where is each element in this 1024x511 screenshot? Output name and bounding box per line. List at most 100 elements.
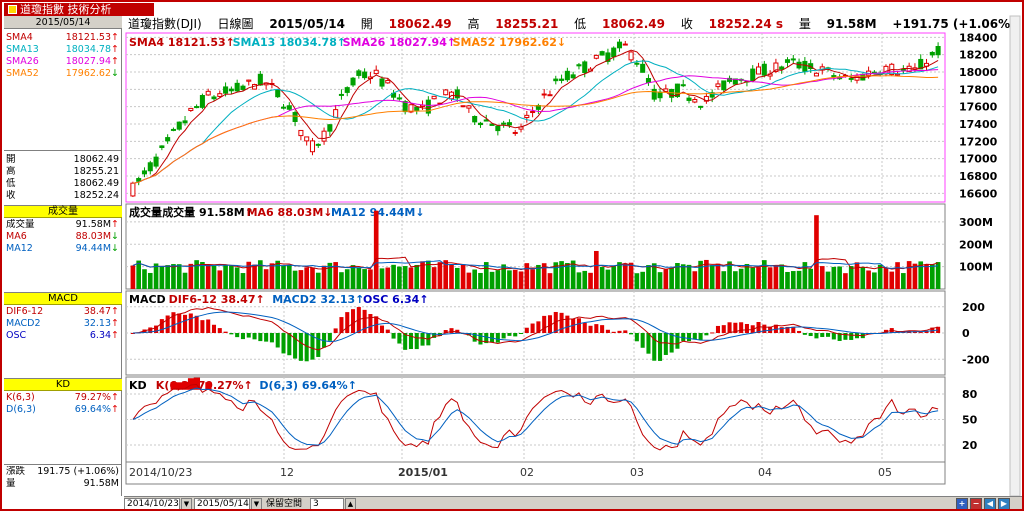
sma-row-value: 18121.53↑ bbox=[65, 32, 119, 43]
arrow-icon: ↑ bbox=[111, 330, 119, 341]
technical-chart[interactable]: 2014/10/23 12 2015/01 02 03 04 05 18400 18200 180… bbox=[2, 2, 1022, 496]
volume-bar bbox=[507, 270, 512, 289]
from-date-dropdown[interactable]: ▼ bbox=[181, 498, 192, 509]
candle-body bbox=[425, 99, 431, 114]
candle-body bbox=[674, 83, 680, 98]
volume-bar bbox=[738, 268, 744, 289]
candle-body bbox=[356, 70, 362, 76]
arrow-icon: ↑ bbox=[111, 306, 119, 317]
volume-bar bbox=[165, 265, 170, 289]
volume-bar bbox=[877, 264, 883, 289]
macd-osc-bar bbox=[518, 333, 524, 334]
candle-body bbox=[755, 66, 762, 75]
arrow-icon: ↑ bbox=[111, 32, 119, 43]
candle-body bbox=[854, 75, 860, 81]
macd-osc-bar bbox=[362, 309, 367, 333]
macd-osc-bar bbox=[443, 330, 448, 333]
volume-bar bbox=[524, 263, 530, 289]
volume-bar bbox=[489, 271, 495, 289]
volume-bar bbox=[773, 265, 779, 289]
keep-space-field[interactable]: 3 bbox=[310, 498, 344, 509]
to-date-field[interactable]: 2015/05/14 bbox=[194, 498, 250, 509]
candle-body bbox=[501, 122, 507, 125]
quote-date: 2015/05/14 bbox=[269, 17, 345, 31]
from-date-field[interactable]: 2014/10/23 bbox=[124, 498, 180, 509]
volume-bar bbox=[727, 261, 732, 289]
kd-tick-label: 20 bbox=[962, 439, 978, 452]
macd-osc-bar bbox=[345, 312, 350, 333]
macd-osc-bar bbox=[414, 333, 419, 350]
volume-bar bbox=[142, 269, 147, 289]
kd-row-value: 69.64%↑ bbox=[74, 404, 119, 415]
volume-bar bbox=[275, 260, 281, 289]
app-icon bbox=[8, 5, 17, 14]
window-title[interactable]: 道瓊指數 技術分析 bbox=[4, 3, 154, 16]
macd-osc-bar bbox=[692, 333, 697, 340]
volume-tick-label: 300M bbox=[959, 216, 993, 229]
candle-body bbox=[414, 106, 420, 111]
to-date-dropdown[interactable]: ▼ bbox=[251, 498, 262, 509]
macd-osc-bar bbox=[269, 333, 274, 343]
macd-osc-bar bbox=[293, 333, 298, 359]
macd-osc-bar bbox=[733, 322, 738, 333]
macd-osc-bar bbox=[507, 333, 512, 336]
volume-bar bbox=[385, 267, 391, 289]
sma-row: SMA52 17962.62↓ bbox=[4, 68, 122, 80]
candle-body bbox=[182, 120, 188, 124]
candle-body bbox=[645, 78, 651, 83]
macd-osc-bar bbox=[183, 314, 188, 333]
macd-osc-bar bbox=[513, 333, 518, 337]
volume-bar bbox=[518, 271, 524, 289]
candle-body bbox=[622, 43, 628, 46]
macd-osc-bar bbox=[391, 333, 396, 339]
macd-signal-line bbox=[132, 311, 939, 343]
keep-space-spinner[interactable]: ▲ bbox=[345, 498, 356, 509]
volume-bar bbox=[402, 266, 408, 289]
macd-osc-bar bbox=[600, 325, 605, 333]
period-label: 日線圖 bbox=[217, 17, 254, 31]
macd-osc-bar bbox=[617, 330, 622, 333]
kd-panel-header: KD bbox=[4, 379, 122, 391]
candle-body bbox=[327, 124, 333, 132]
volume-bar bbox=[362, 269, 367, 289]
kd-overbought-fill bbox=[205, 382, 212, 390]
volume-bar bbox=[426, 260, 431, 289]
scroll-left-icon[interactable]: ◀ bbox=[984, 498, 996, 509]
ohlc-row-value: 18255.21 bbox=[73, 166, 119, 177]
price-tick-label: 17800 bbox=[959, 83, 998, 96]
macd-osc-bar bbox=[710, 332, 715, 334]
macd-osc-bar bbox=[408, 333, 413, 350]
volume-bar bbox=[640, 271, 645, 289]
macd-osc-bar bbox=[298, 333, 303, 361]
zoom-out-icon[interactable]: − bbox=[970, 498, 982, 509]
macd-osc-bar bbox=[501, 333, 506, 339]
volume-bar bbox=[796, 270, 802, 289]
volume-bar bbox=[935, 262, 941, 289]
macd-legend-item: DIF6-12 38.47↑ bbox=[169, 293, 265, 306]
kd-row: K(6,3) 79.27%↑ bbox=[4, 392, 122, 404]
volume-bar bbox=[686, 264, 692, 289]
volume-bar bbox=[211, 265, 217, 289]
macd-osc-bar bbox=[611, 331, 616, 333]
divider bbox=[4, 292, 122, 293]
low-value: 18062.49 bbox=[601, 17, 665, 31]
x-tick-label: 05 bbox=[878, 466, 892, 479]
candle-body bbox=[165, 137, 171, 142]
kd-row-label: K(6,3) bbox=[6, 392, 35, 403]
candle-body bbox=[141, 170, 148, 175]
volume-bar bbox=[217, 270, 223, 289]
symbol-name: 道瓊指數(DJI) bbox=[128, 17, 202, 31]
volume-bar bbox=[449, 264, 454, 289]
volume-bar bbox=[182, 272, 188, 289]
zoom-in-icon[interactable]: + bbox=[956, 498, 968, 509]
macd-osc-bar bbox=[333, 328, 338, 333]
volume-bar bbox=[466, 272, 472, 289]
scroll-right-icon[interactable]: ▶ bbox=[998, 498, 1010, 509]
candle-body bbox=[784, 59, 791, 63]
volume-panel-header: 成交量 bbox=[4, 206, 122, 218]
volume-bar bbox=[472, 269, 477, 289]
kd-tick-label: 80 bbox=[962, 388, 978, 401]
macd-osc-bar bbox=[849, 333, 854, 340]
ohlc-row-label: 收 bbox=[6, 190, 16, 201]
